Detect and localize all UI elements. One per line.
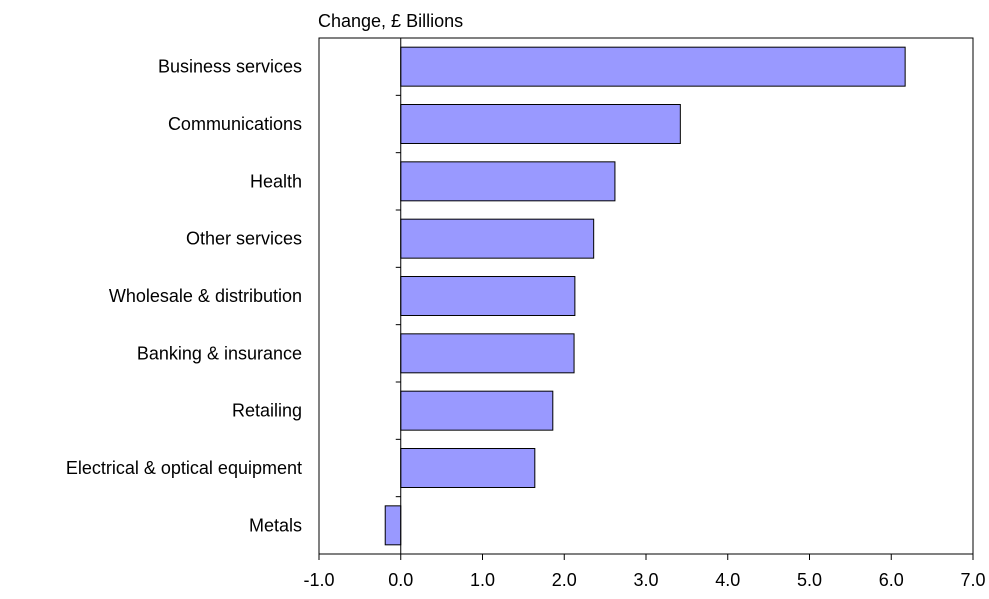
x-tick-label-0: -1.0	[303, 570, 334, 590]
bar-6	[400, 390, 554, 431]
x-tick-label-7: 6.0	[879, 570, 904, 590]
x-tick-label-5: 4.0	[715, 570, 740, 590]
category-label-8: Metals	[249, 515, 302, 535]
category-label-5: Banking & insurance	[137, 343, 302, 363]
zero-axis-group	[395, 37, 402, 555]
bar-1	[400, 104, 681, 144]
x-tick-label-3: 2.0	[552, 570, 577, 590]
category-label-2: Health	[250, 171, 302, 191]
bar-7	[400, 448, 536, 488]
category-labels-group: Business services Communications Health Oth…	[66, 57, 302, 536]
bar-4	[400, 276, 576, 316]
bars-group	[384, 46, 906, 546]
bar-0	[400, 46, 906, 87]
x-tick-label-1: 0.0	[388, 570, 413, 590]
x-ticks-group	[318, 554, 974, 560]
bar-8	[384, 505, 402, 546]
bar-2	[400, 161, 616, 202]
category-label-7: Electrical & optical equipment	[66, 458, 302, 478]
bar-3	[400, 218, 595, 259]
x-tick-label-4: 3.0	[633, 570, 658, 590]
category-label-6: Retailing	[232, 401, 302, 421]
category-label-0: Business services	[158, 57, 302, 77]
x-tick-label-2: 1.0	[470, 570, 495, 590]
x-tick-labels-group: -1.0 0.0 1.0 2.0 3.0 4.0 5.0 6.0 7.0	[303, 570, 985, 590]
category-label-1: Communications	[168, 114, 302, 134]
bar-5	[400, 333, 575, 374]
x-tick-label-6: 5.0	[797, 570, 822, 590]
x-tick-label-8: 7.0	[960, 570, 985, 590]
axis-title: Change, £ Billions	[318, 11, 463, 31]
category-label-4: Wholesale & distribution	[109, 286, 302, 306]
category-label-3: Other services	[186, 229, 302, 249]
